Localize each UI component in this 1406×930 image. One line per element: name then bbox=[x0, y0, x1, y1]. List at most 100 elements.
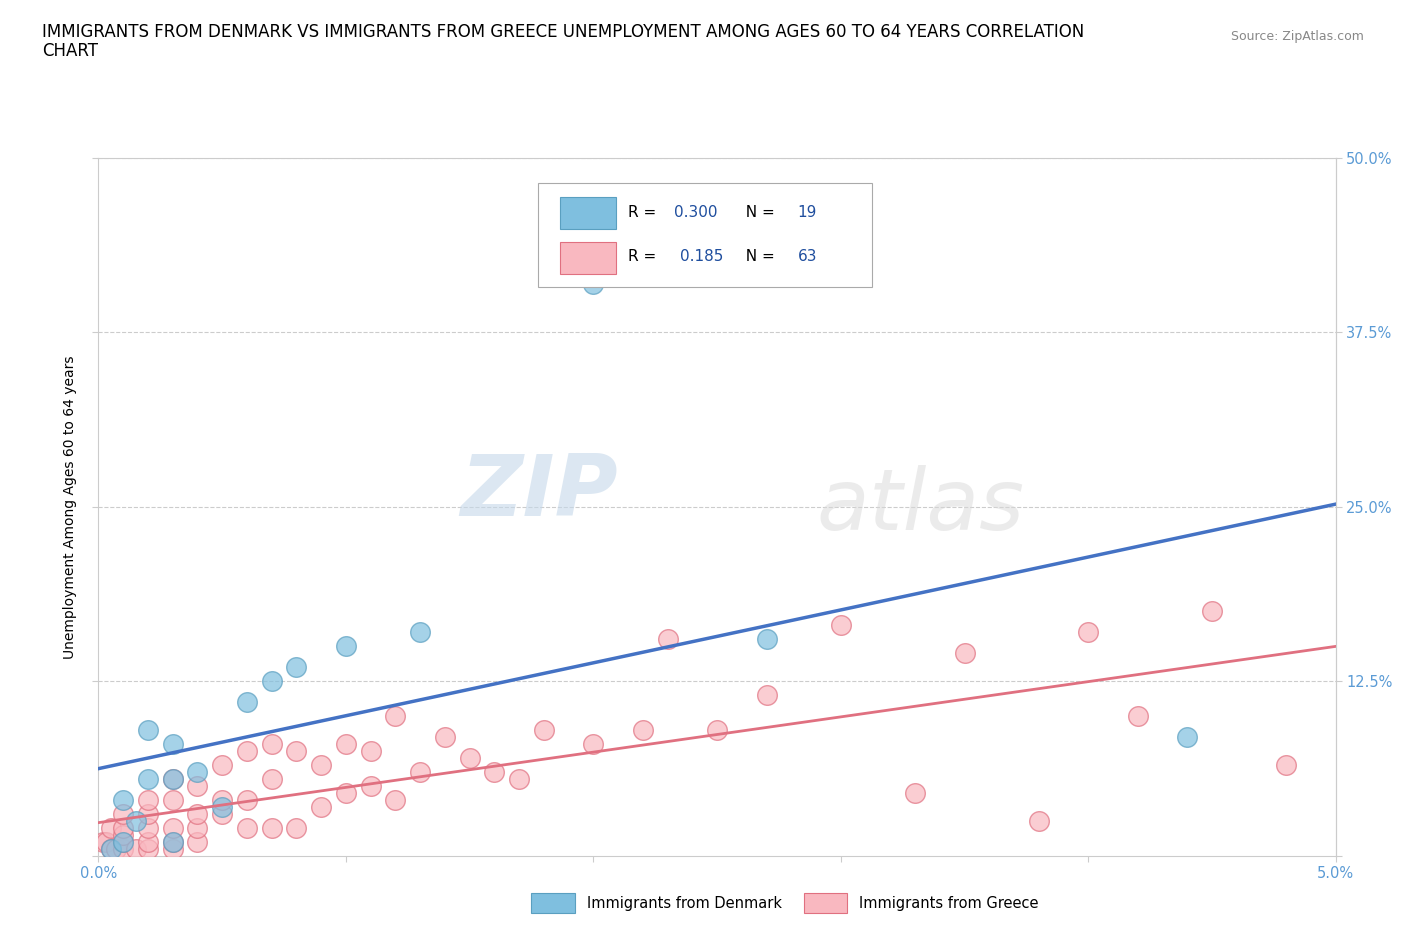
Point bbox=[186, 834, 208, 849]
Point bbox=[104, 842, 127, 856]
Point bbox=[533, 723, 555, 737]
Point bbox=[162, 820, 184, 835]
Point bbox=[211, 800, 233, 815]
Point bbox=[1077, 625, 1099, 640]
Point bbox=[136, 834, 159, 849]
Point bbox=[162, 772, 184, 787]
Text: R =: R = bbox=[628, 249, 666, 264]
Point bbox=[100, 842, 122, 856]
Point bbox=[124, 813, 146, 829]
Point bbox=[186, 778, 208, 793]
FancyBboxPatch shape bbox=[531, 893, 575, 913]
Point bbox=[260, 737, 283, 751]
Point bbox=[186, 764, 208, 779]
Point bbox=[904, 785, 927, 800]
Point bbox=[384, 792, 406, 807]
Point bbox=[211, 792, 233, 807]
Point bbox=[484, 764, 506, 779]
Point bbox=[162, 842, 184, 856]
Y-axis label: Unemployment Among Ages 60 to 64 years: Unemployment Among Ages 60 to 64 years bbox=[63, 355, 77, 658]
Point bbox=[1028, 813, 1050, 829]
Text: 0.300: 0.300 bbox=[673, 205, 717, 219]
Point bbox=[162, 834, 184, 849]
Point bbox=[285, 820, 308, 835]
Text: CHART: CHART bbox=[42, 42, 98, 60]
Point bbox=[186, 820, 208, 835]
Point bbox=[309, 757, 332, 772]
Point bbox=[285, 744, 308, 759]
Point bbox=[755, 688, 778, 703]
Text: 0.185: 0.185 bbox=[681, 249, 723, 264]
Point bbox=[335, 639, 357, 654]
Text: Immigrants from Greece: Immigrants from Greece bbox=[859, 896, 1039, 910]
Point bbox=[1175, 729, 1198, 744]
Point bbox=[162, 792, 184, 807]
Point bbox=[94, 834, 117, 849]
Point bbox=[136, 820, 159, 835]
Point bbox=[162, 834, 184, 849]
Point bbox=[433, 729, 456, 744]
Point bbox=[136, 723, 159, 737]
Text: atlas: atlas bbox=[815, 465, 1024, 549]
Point bbox=[112, 828, 135, 843]
Text: R =: R = bbox=[628, 205, 661, 219]
Point bbox=[582, 276, 605, 291]
Point bbox=[162, 772, 184, 787]
Point bbox=[582, 737, 605, 751]
Point bbox=[236, 744, 259, 759]
Point bbox=[112, 834, 135, 849]
Text: Immigrants from Denmark: Immigrants from Denmark bbox=[588, 896, 782, 910]
Point bbox=[124, 842, 146, 856]
Text: N =: N = bbox=[735, 249, 779, 264]
Point bbox=[1126, 709, 1149, 724]
Point bbox=[136, 792, 159, 807]
Point bbox=[260, 820, 283, 835]
Point bbox=[384, 709, 406, 724]
Point bbox=[409, 625, 432, 640]
Point bbox=[657, 632, 679, 647]
Text: Source: ZipAtlas.com: Source: ZipAtlas.com bbox=[1230, 30, 1364, 43]
Point bbox=[211, 806, 233, 821]
Point bbox=[136, 842, 159, 856]
Text: 63: 63 bbox=[797, 249, 817, 264]
Point bbox=[1201, 604, 1223, 619]
FancyBboxPatch shape bbox=[537, 182, 872, 287]
Point bbox=[260, 673, 283, 688]
Point bbox=[409, 764, 432, 779]
Point bbox=[508, 772, 530, 787]
Point bbox=[100, 842, 122, 856]
Point bbox=[953, 646, 976, 661]
FancyBboxPatch shape bbox=[560, 242, 616, 274]
Point bbox=[236, 695, 259, 710]
FancyBboxPatch shape bbox=[804, 893, 846, 913]
FancyBboxPatch shape bbox=[560, 197, 616, 229]
Point bbox=[309, 800, 332, 815]
Point bbox=[136, 772, 159, 787]
Point bbox=[112, 820, 135, 835]
Point bbox=[112, 792, 135, 807]
Point bbox=[360, 744, 382, 759]
Point bbox=[236, 792, 259, 807]
Point bbox=[236, 820, 259, 835]
Point bbox=[260, 772, 283, 787]
Point bbox=[162, 737, 184, 751]
Point bbox=[360, 778, 382, 793]
Point bbox=[112, 834, 135, 849]
Point bbox=[136, 806, 159, 821]
Point bbox=[93, 834, 115, 849]
Point bbox=[211, 757, 233, 772]
Point bbox=[1275, 757, 1298, 772]
Text: IMMIGRANTS FROM DENMARK VS IMMIGRANTS FROM GREECE UNEMPLOYMENT AMONG AGES 60 TO : IMMIGRANTS FROM DENMARK VS IMMIGRANTS FR… bbox=[42, 23, 1084, 41]
Text: 19: 19 bbox=[797, 205, 817, 219]
Point bbox=[285, 660, 308, 675]
Point bbox=[631, 723, 654, 737]
Point bbox=[112, 842, 135, 856]
Point bbox=[335, 737, 357, 751]
Point bbox=[458, 751, 481, 765]
Point bbox=[830, 618, 852, 633]
Point bbox=[186, 806, 208, 821]
Point bbox=[112, 806, 135, 821]
Point bbox=[755, 632, 778, 647]
Point bbox=[100, 820, 122, 835]
Point bbox=[706, 723, 728, 737]
